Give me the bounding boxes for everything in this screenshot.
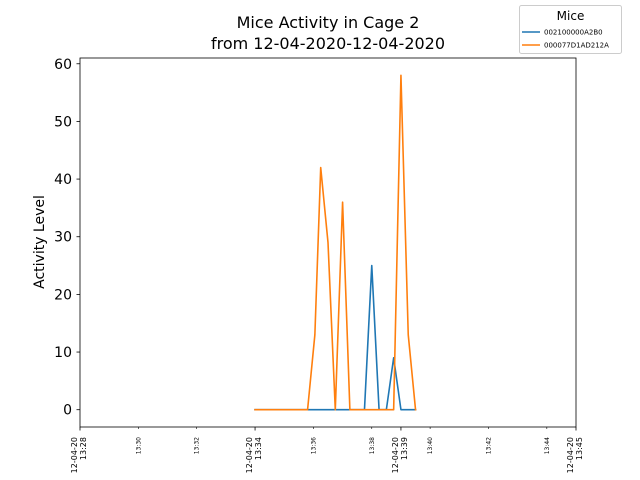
legend: Mice 002100000A2B0 000077D1AD212A <box>519 5 622 54</box>
x-minor-tick-label: 13:44 <box>544 437 551 454</box>
x-major-tick-label-date: 12-04-20 <box>70 437 79 473</box>
y-tick-label: 50 <box>54 114 72 130</box>
x-minor-tick-label: 13:42 <box>485 437 492 454</box>
y-tick-label: 20 <box>54 287 72 303</box>
y-tick-label: 40 <box>54 172 72 188</box>
x-major-tick-label-time: 13:34 <box>254 437 263 460</box>
y-tick-label: 30 <box>54 230 72 246</box>
y-axis-label: Activity Level <box>32 195 48 289</box>
y-tick-label: 60 <box>54 57 72 73</box>
x-minor-tick-label: 13:32 <box>194 437 201 454</box>
x-major-tick-label-date: 12-04-20 <box>391 437 400 473</box>
y-tick-label: 0 <box>63 403 72 419</box>
x-major-tick-label-date: 12-04-20 <box>245 437 254 473</box>
x-axis-ticks: 12-04-20 13:28 12-04-20 13:34 12-04-20 13:39 1… <box>70 427 584 473</box>
legend-title: Mice <box>557 9 585 23</box>
series-layer <box>254 74 417 411</box>
y-tick-label: 10 <box>54 345 72 361</box>
legend-box <box>519 5 622 54</box>
x-major-tick-label-date: 12-04-20 <box>566 437 575 473</box>
legend-label-series-2: 000077D1AD212A <box>544 42 609 50</box>
plot-area-frame <box>79 57 577 428</box>
x-minor-tick-label: 13:36 <box>310 437 317 454</box>
x-minor-tick-label: 13:40 <box>427 437 434 454</box>
x-major-tick-label-time: 13:39 <box>400 437 409 460</box>
x-major-tick-label-time: 13:45 <box>575 437 584 460</box>
legend-label-series-1: 002100000A2B0 <box>544 29 603 37</box>
x-minor-tick-label: 13:38 <box>369 437 376 454</box>
x-minor-tick-label: 13:30 <box>135 437 142 454</box>
y-axis-ticks: 0 10 20 30 40 50 60 <box>54 57 80 419</box>
chart-title-line2: from 12-04-2020-12-04-2020 <box>211 34 445 53</box>
x-major-tick-label-time: 13:28 <box>79 437 88 460</box>
series-line-2 <box>254 74 417 411</box>
chart-title-line1: Mice Activity in Cage 2 <box>237 13 420 32</box>
